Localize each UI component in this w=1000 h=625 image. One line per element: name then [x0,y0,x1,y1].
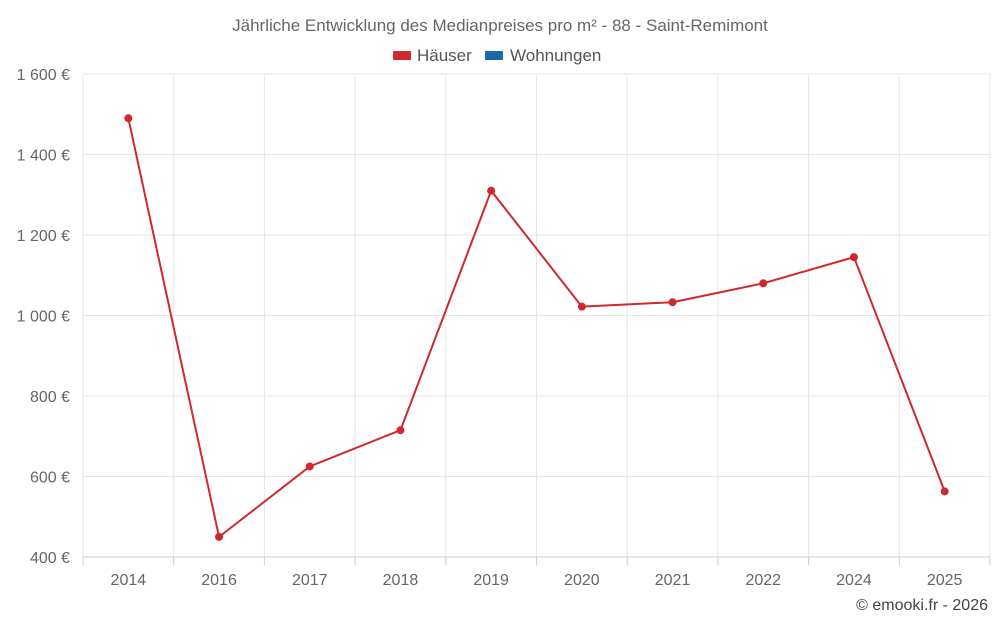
data-point[interactable] [940,487,949,496]
legend-swatch-wohnungen [485,51,503,60]
legend-label-wohnungen: Wohnungen [510,46,601,65]
data-point[interactable] [487,186,496,195]
legend-item-haeuser[interactable]: Häuser [393,46,472,65]
x-tick-label: 2018 [383,572,419,589]
credit-text: © emooki.fr - 2026 [856,597,988,614]
legend-label-haeuser: Häuser [417,46,472,65]
data-point[interactable] [668,298,677,307]
x-tick-label: 2024 [836,572,872,589]
y-tick-label: 1 600 € [17,67,70,84]
x-tick-label: 2020 [564,572,600,589]
chart-title: Jährliche Entwicklung des Medianpreises … [232,16,768,35]
x-tick-label: 2022 [745,572,781,589]
y-tick-label: 800 € [30,389,70,406]
x-axis-labels: 2014 2016 2017 2018 2019 2020 2021 2022 2024 2025 [111,572,963,589]
series-line [127,118,946,538]
data-point[interactable] [849,253,858,262]
data-point[interactable] [396,426,405,435]
data-point[interactable] [215,532,224,541]
x-tick-label: 2014 [111,572,147,589]
y-axis-labels: 400 € 600 € 800 € 1 000 € 1 200 € 1 400 € 1 60… [17,67,70,567]
x-tick-label: 2016 [201,572,237,589]
x-tick-label: 2019 [473,572,509,589]
x-gridlines [82,74,991,565]
legend-swatch-haeuser [393,51,411,60]
y-tick-label: 1 000 € [17,309,70,326]
x-tick-label: 2021 [655,572,691,589]
x-tick-label: 2025 [927,572,963,589]
legend-item-wohnungen[interactable]: Wohnungen [485,46,601,65]
y-tick-label: 1 200 € [17,228,70,245]
y-tick-label: 600 € [30,470,70,487]
series-layer [124,114,949,541]
data-point[interactable] [305,462,314,471]
y-tick-label: 1 400 € [17,148,70,165]
data-point[interactable] [124,114,133,123]
data-point[interactable] [577,302,586,311]
y-tick-label: 400 € [30,550,70,567]
x-tick-label: 2017 [292,572,328,589]
data-point[interactable] [759,279,768,288]
legend: Häuser Wohnungen [393,46,601,65]
